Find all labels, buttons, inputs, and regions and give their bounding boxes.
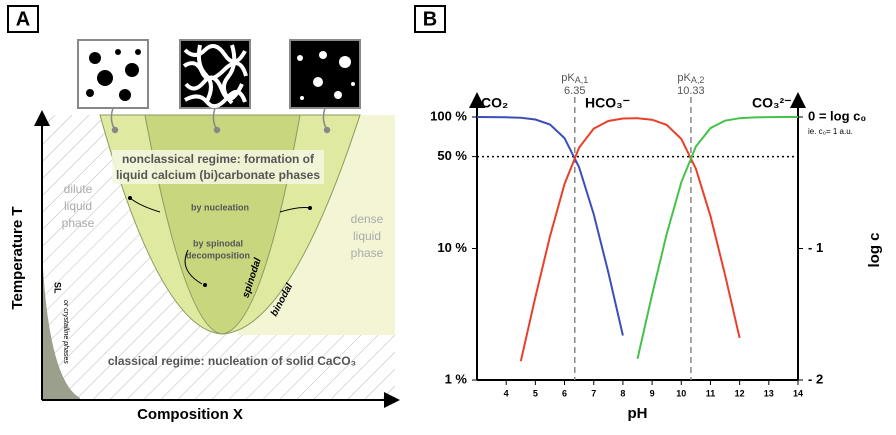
- dot: [128, 196, 132, 200]
- dense-label: dense liquid phase: [351, 212, 384, 260]
- droplets: [86, 49, 141, 101]
- x-tick-label: 8: [620, 388, 625, 398]
- y2-note: ie. c₀= 1 a.u.: [808, 127, 853, 136]
- pk-value: 6.35: [564, 85, 585, 97]
- sl-note: or crystalline phases: [62, 300, 69, 364]
- regime-text: nonclassical regime: formation of: [122, 152, 315, 166]
- pk-value: 10.33: [677, 85, 705, 97]
- nucleation-text: by nucleation: [191, 202, 249, 212]
- x-tick-label: 11: [706, 388, 716, 398]
- pk-sub: A,2: [691, 75, 705, 85]
- sl-region: [42, 250, 80, 400]
- dense-text: liquid: [353, 229, 381, 243]
- dense-text: dense: [351, 212, 384, 226]
- series-label: HCO₃⁻: [585, 95, 630, 111]
- y-tick-label: 100 %: [430, 108, 467, 123]
- x-tick-label: 10: [676, 388, 686, 398]
- series-line: [476, 116, 624, 336]
- series-line: [519, 117, 741, 362]
- x-tick-label: 14: [793, 388, 803, 398]
- arrow: [184, 249, 203, 285]
- series-label: CO₃²⁻: [752, 95, 792, 111]
- y-tick-label: 1 %: [445, 371, 468, 386]
- y-tick-label: 10 %: [437, 240, 467, 255]
- y2-tick-label: - 2: [808, 371, 823, 386]
- pk-label: pKA,2: [677, 72, 704, 85]
- pk-main: pK: [677, 72, 691, 84]
- series-label: CO₂: [481, 95, 508, 111]
- x-tick-label: 12: [735, 388, 745, 398]
- dilute-text: phase: [62, 216, 95, 230]
- regime-text: liquid calcium (bi)carbonate phases: [116, 168, 320, 182]
- x-tick-label: 4: [504, 388, 509, 398]
- sl-label: SL: [53, 282, 63, 294]
- y2-tick-label: 0 = log c₀: [808, 108, 866, 123]
- y-axis-label: Temperature T: [9, 206, 26, 309]
- bicontinuous: [182, 44, 248, 109]
- text-band: [112, 150, 324, 184]
- y2-tick-label: - 1: [808, 240, 823, 255]
- panel-label: B: [423, 8, 437, 30]
- dot: [203, 283, 207, 287]
- series-line: [636, 116, 798, 360]
- dilute-text: dilute: [64, 182, 93, 196]
- spinodal-text: decomposition: [186, 250, 250, 260]
- connectors: [110, 107, 331, 134]
- holes: [297, 51, 355, 100]
- x-axis-label: pH: [628, 405, 648, 422]
- arrow: [129, 197, 161, 213]
- pk-sub: A,1: [575, 75, 589, 85]
- panel-box: [7, 5, 39, 33]
- x-tick-label: 5: [533, 388, 538, 398]
- y-tick-label: 50 %: [437, 148, 467, 163]
- speciation-chart: 4 5 6 7 8 9 10 11 12 13 14 1 % 10 % 50 % 100 % - 2 - 1 0 …: [430, 72, 883, 422]
- pk-label: pKA,1: [561, 72, 588, 85]
- spinodal-text: by spinodal: [193, 238, 243, 248]
- dilute-label: dilute liquid phase: [62, 182, 95, 230]
- x-tick-label: 13: [764, 388, 774, 398]
- pk-main: pK: [561, 72, 575, 84]
- x-tick-label: 7: [591, 388, 596, 398]
- x-tick-label: 9: [650, 388, 655, 398]
- dense-text: phase: [351, 246, 384, 260]
- panel-box: [414, 5, 446, 33]
- x-tick-label: 6: [562, 388, 567, 398]
- dilute-text: liquid: [64, 199, 92, 213]
- y2-axis-label: log c: [866, 232, 883, 267]
- image-box: [289, 39, 361, 109]
- panel-label: A: [16, 8, 30, 30]
- x-axis-label: Composition X: [137, 406, 243, 423]
- dot: [308, 206, 312, 210]
- classical-text: classical regime: nucleation of solid Ca…: [108, 354, 356, 368]
